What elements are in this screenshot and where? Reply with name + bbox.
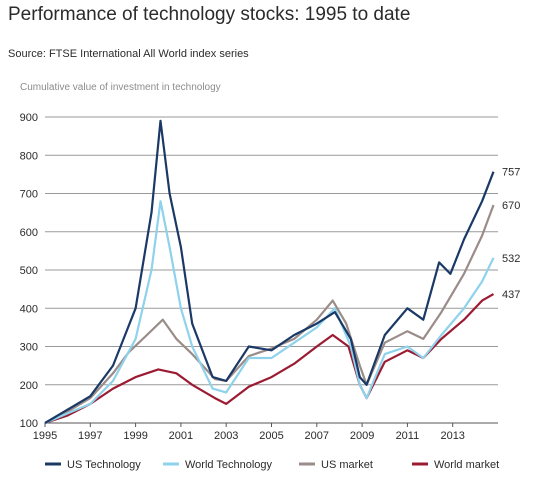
x-tick-2005: 2005 <box>259 430 283 442</box>
y-tick-500: 500 <box>20 265 38 277</box>
y-tick-700: 700 <box>20 189 38 201</box>
y-tick-100: 100 <box>20 418 38 430</box>
end-label-us-market: 670 <box>502 200 520 212</box>
x-tick-1995: 1995 <box>33 430 57 442</box>
x-tick-2013: 2013 <box>440 430 464 442</box>
legend-label-world-market: World market <box>434 459 499 471</box>
y-tick-900: 900 <box>20 112 38 124</box>
y-axis-label: Cumulative value of investment in techno… <box>20 82 221 93</box>
x-tick-2011: 2011 <box>396 430 420 442</box>
chart-title: Performance of technology stocks: 1995 t… <box>8 4 411 25</box>
x-tick-1999: 1999 <box>123 430 147 442</box>
y-tick-200: 200 <box>20 380 38 392</box>
end-label-world-market: 437 <box>502 289 520 301</box>
y-tick-labels: 100 200 300 400 500 600 700 800 900 <box>20 112 38 430</box>
x-tick-2003: 2003 <box>214 430 238 442</box>
legend-label-us-market: US market <box>321 459 373 471</box>
y-tick-600: 600 <box>20 227 38 239</box>
series-line-us-technology <box>44 119 495 424</box>
x-tick-1997: 1997 <box>78 430 102 442</box>
series-lines <box>44 119 495 425</box>
x-tick-2007: 2007 <box>305 430 329 442</box>
x-tick-2001: 2001 <box>169 430 193 442</box>
legend-label-world-technology: World Technology <box>185 459 273 471</box>
x-tick-labels: 1995 1997 1999 2001 2003 2005 2007 2009 2011 2013 <box>33 430 465 442</box>
x-tick-2009: 2009 <box>350 430 374 442</box>
end-label-world-technology: 532 <box>502 253 520 265</box>
legend-label-us-technology: US Technology <box>67 459 141 471</box>
y-tick-800: 800 <box>20 150 38 162</box>
y-tick-300: 300 <box>20 342 38 354</box>
end-label-us-technology: 757 <box>502 167 520 179</box>
end-value-labels: 670 437 532 757 <box>502 167 520 301</box>
legend: US Technology World Technology US market Wo… <box>45 459 499 471</box>
series-line-world-technology <box>44 200 495 425</box>
y-tick-400: 400 <box>20 303 38 315</box>
chart-source: Source: FTSE International All World ind… <box>8 48 249 60</box>
